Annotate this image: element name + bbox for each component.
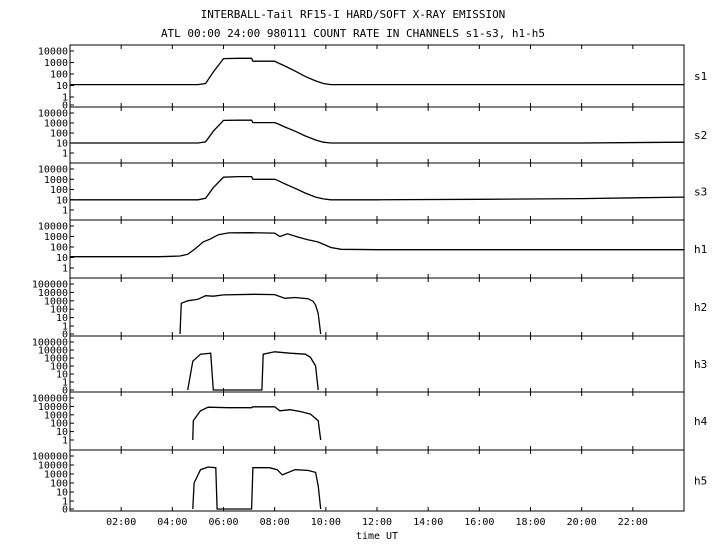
y-tick-label: 0 [62,101,68,112]
x-axis-label: time UT [356,531,398,542]
y-tick-label: 10 [56,195,68,206]
x-tick-label: 22:00 [618,517,648,528]
y-tick-label: 100 [50,305,68,316]
y-tick-label: 10 [56,253,68,264]
panel-frame [69,335,685,393]
panel-frame [69,449,685,512]
y-tick-label: 1000 [44,119,68,130]
y-tick-label: 100000 [32,452,68,463]
y-tick-label: 100 [50,185,68,196]
panel-frame [69,162,685,221]
panel-frame [69,44,685,108]
series-line-s3 [70,175,685,201]
series-line-s2 [70,119,685,144]
x-axis: 02:00 04:00 06:00 08:00 10:00 12:00 14:00 16:00… [106,45,648,528]
x-tick-label: 10:00 [311,517,341,528]
y-tick-label: 0 [62,505,68,516]
series-line-h2 [179,293,322,335]
x-tick-label: 16:00 [464,517,494,528]
y-tick-label: 10 [56,81,68,92]
panel-frame [69,106,685,164]
channel-label-h5: h5 [694,475,707,488]
channel-label-h2: h2 [694,301,707,314]
y-tick-label: 10000 [38,461,68,472]
y-tick-label: 10 [56,313,68,324]
y-tick-label: 10000 [38,346,68,357]
y-tick-label: 100 [50,362,68,373]
panel-frame [69,391,685,451]
channel-label-s2: s2 [694,129,707,142]
series-line-h3 [187,351,319,391]
channel-label-h4: h4 [694,415,708,428]
panel-stack: 1000010001001010s1100001000100101s210000… [32,44,708,516]
series-line-h4 [192,406,322,441]
y-tick-label: 100 [50,70,68,81]
y-tick-label: 10 [56,488,68,499]
channel-label-s1: s1 [694,70,707,83]
x-tick-label: 02:00 [106,517,136,528]
channel-label-h3: h3 [694,358,707,371]
y-tick-label: 10 [56,139,68,150]
y-tick-label: 1 [62,264,68,275]
y-tick-label: 1000 [44,296,68,307]
series-line-h5 [192,466,322,510]
y-tick-label: 1 [62,149,68,160]
y-tick-label: 1000 [44,175,68,186]
y-tick-label: 1 [62,206,68,217]
y-tick-label: 1 [62,436,68,447]
y-tick-label: 1000 [44,232,68,243]
y-tick-label: 1 [62,322,68,333]
chart-subtitle: ATL 00:00 24:00 980111 COUNT RATE IN CHA… [161,27,545,40]
y-tick-label: 0 [62,330,68,341]
y-tick-label: 1000 [44,354,68,365]
y-tick-label: 10000 [38,109,68,120]
panel-frame [69,277,685,337]
y-tick-label: 1 [62,378,68,389]
x-tick-label: 18:00 [515,517,545,528]
y-tick-label: 100000 [32,280,68,291]
y-tick-label: 1000 [44,58,68,69]
y-tick-label: 100000 [32,394,68,405]
x-tick-label: 14:00 [413,517,443,528]
y-tick-label: 100 [50,243,68,254]
y-tick-label: 0 [62,386,68,397]
x-tick-label: 04:00 [157,517,187,528]
y-tick-label: 100 [50,419,68,430]
channel-label-h1: h1 [694,243,707,256]
y-tick-label: 10000 [38,165,68,176]
y-tick-label: 1 [62,497,68,508]
y-tick-label: 100 [50,129,68,140]
y-tick-label: 10 [56,427,68,438]
x-tick-label: 08:00 [260,517,290,528]
y-tick-label: 10000 [38,288,68,299]
y-tick-label: 100 [50,479,68,490]
y-tick-label: 10 [56,370,68,381]
y-tick-label: 1 [62,93,68,104]
channel-label-s3: s3 [694,186,707,199]
y-tick-label: 100000 [32,338,68,349]
chart-title: INTERBALL-Tail RF15-I HARD/SOFT X-RAY EM… [201,8,506,21]
y-tick-label: 10000 [38,402,68,413]
series-line-s1 [70,57,684,86]
x-tick-label: 06:00 [208,517,238,528]
series-line-h1 [70,232,684,258]
y-tick-label: 10000 [38,222,68,233]
x-tick-label: 12:00 [362,517,392,528]
y-tick-label: 10000 [38,47,68,58]
y-tick-label: 1000 [44,410,68,421]
x-tick-label: 20:00 [567,517,597,528]
panel-frame [69,219,685,279]
y-tick-label: 1000 [44,470,68,481]
